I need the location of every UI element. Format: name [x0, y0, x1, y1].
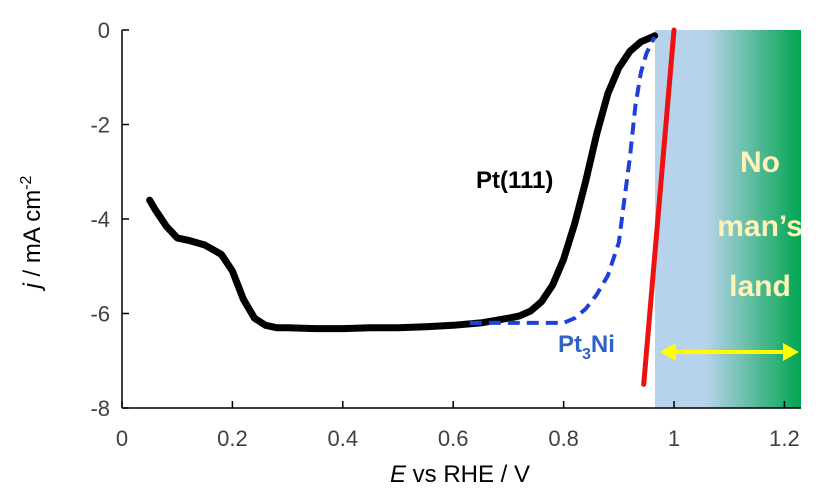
y-axis-title: j / mA cm-2: [18, 175, 46, 291]
x-tick-label: 1.2: [769, 426, 800, 451]
annotations: Pt(111) Pt3Ni No man’s land: [476, 146, 803, 363]
y-tick-label: -4: [90, 207, 110, 232]
y-tick-label: 0: [98, 18, 110, 43]
series-pt3ni-line: [469, 36, 657, 325]
series-ideal-line: [641, 27, 677, 387]
y-tick-label: -6: [90, 302, 110, 327]
y-tick-label: -2: [90, 113, 110, 138]
x-tick-label: 0.4: [328, 426, 359, 451]
pt111-label: Pt(111): [476, 167, 553, 194]
x-axis-title: E vs RHE / V: [390, 461, 530, 488]
curves: [146, 27, 677, 387]
x-tick-label: 0: [116, 426, 128, 451]
x-tick-label: 1: [668, 426, 680, 451]
x-tick-label: 0.2: [217, 426, 248, 451]
series-pt111-line: [146, 32, 659, 333]
x-tick-label: 0.6: [438, 426, 469, 451]
no-mans-land-zone: [655, 30, 801, 408]
no-mans-land-label: man’s: [717, 210, 803, 243]
span-arrow-head-left: [660, 343, 676, 361]
y-tick-label: -8: [90, 396, 110, 421]
span-arrow-head-right: [783, 343, 799, 361]
pt3ni-label: Pt3Ni: [558, 331, 615, 363]
no-mans-land-label: land: [729, 270, 791, 303]
axes: 0 0.2 0.4 0.6 0.8 1 1.2 0 -2 -4 -6 -8 E vs RHE / V j …: [18, 18, 801, 488]
x-tick-label: 0.8: [548, 426, 579, 451]
no-mans-land-label: No: [740, 146, 780, 179]
